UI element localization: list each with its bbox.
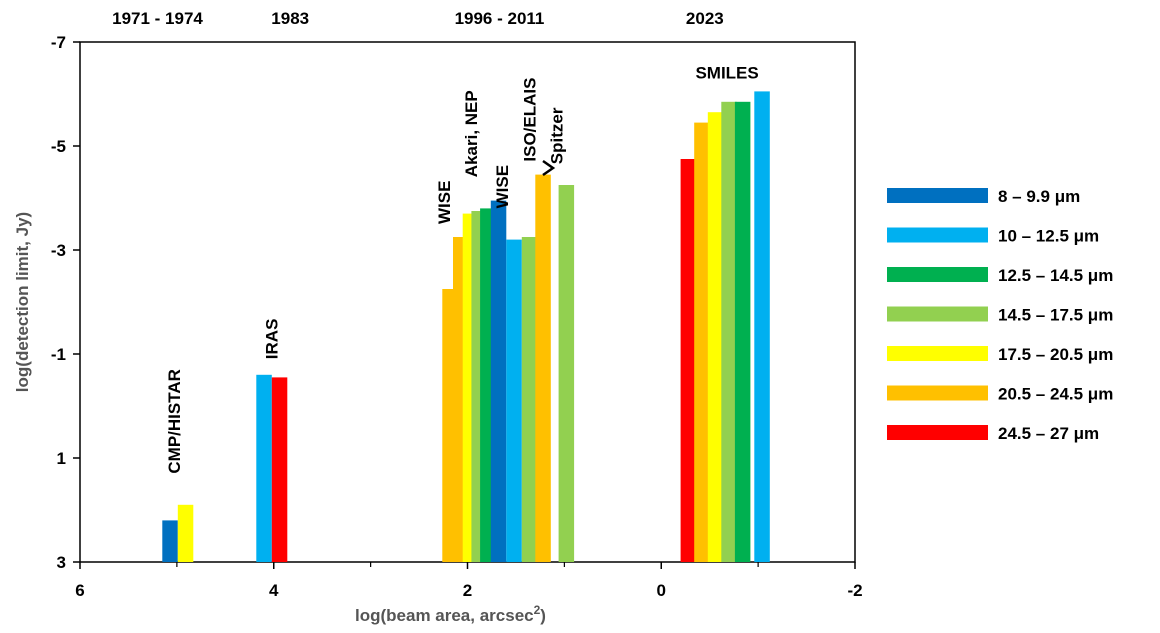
era-label: 1983 xyxy=(271,9,309,28)
legend-label: 24.5 – 27 μm xyxy=(998,424,1099,443)
x-axis-title-sup: 2 xyxy=(534,603,541,617)
spitzer-arrow xyxy=(542,159,556,177)
y-tick-label: -3 xyxy=(51,241,66,260)
bar xyxy=(707,112,724,562)
mission-label: WISE xyxy=(435,181,454,224)
group-labels: CMP/HISTAR IRAS WISE Akari, NEP WISE ISO/ELAI… xyxy=(165,63,759,473)
era-label: 2023 xyxy=(686,9,724,28)
legend-label: 8 – 9.9 μm xyxy=(998,187,1080,206)
bar xyxy=(521,237,538,562)
mission-label: IRAS xyxy=(263,319,282,360)
bar xyxy=(721,101,737,563)
mission-label: WISE xyxy=(493,165,512,208)
mission-label: Akari, NEP xyxy=(462,90,481,177)
x-axis: 6 4 2 0 -2 xyxy=(75,562,863,600)
x-tick-label: -2 xyxy=(847,581,862,600)
legend-swatch xyxy=(887,425,988,440)
mission-label: ISO/ELAIS xyxy=(520,78,539,162)
y-tick-label: -5 xyxy=(51,137,66,156)
bar xyxy=(256,374,272,562)
bar xyxy=(558,185,575,562)
era-label: 1971 - 1974 xyxy=(112,9,203,28)
x-axis-title-main: log(beam area, arcsec xyxy=(355,606,534,625)
x-tick-label: 6 xyxy=(75,581,84,600)
bar xyxy=(694,122,710,562)
x-tick-label: 4 xyxy=(269,581,279,600)
x-axis-title-end: ) xyxy=(540,606,546,625)
y-tick-label: -1 xyxy=(51,345,66,364)
legend-label: 10 – 12.5 μm xyxy=(998,227,1099,246)
legend-swatch xyxy=(887,346,988,361)
y-tick-label: -7 xyxy=(51,33,66,52)
bar xyxy=(271,377,288,562)
x-axis-title: log(beam area, arcsec2) xyxy=(355,603,546,625)
legend: 8 – 9.9 μm 10 – 12.5 μm 12.5 – 14.5 μm 14.5… xyxy=(887,187,1113,443)
bar xyxy=(177,504,194,562)
bar xyxy=(734,101,751,563)
legend-swatch xyxy=(887,385,988,401)
mission-label: CMP/HISTAR xyxy=(165,369,184,474)
legend-swatch xyxy=(887,227,988,243)
legend-swatch xyxy=(887,306,988,322)
bar xyxy=(535,174,551,562)
y-axis: 3 1 -1 -3 -5 -7 xyxy=(51,33,80,572)
legend-label: 20.5 – 24.5 μm xyxy=(998,385,1113,404)
legend-label: 17.5 – 20.5 μm xyxy=(998,345,1113,364)
y-axis-title: log(detection limit, Jy) xyxy=(13,212,32,392)
mission-label: Spitzer xyxy=(547,107,566,164)
x-tick-label: 0 xyxy=(657,581,666,600)
y-tick-label: 3 xyxy=(57,553,66,572)
bar xyxy=(490,200,507,562)
legend-swatch xyxy=(887,267,988,282)
bar xyxy=(680,159,697,562)
mission-label: SMILES xyxy=(695,63,758,82)
legend-label: 14.5 – 17.5 μm xyxy=(998,306,1113,325)
x-tick-label: 2 xyxy=(463,581,472,600)
legend-swatch xyxy=(887,188,988,203)
bar xyxy=(506,239,522,562)
bar xyxy=(754,91,770,563)
era-labels: 1971 - 1974 1983 1996 - 2011 2023 xyxy=(112,9,724,28)
era-label: 1996 - 2011 xyxy=(455,9,545,28)
y-tick-label: 1 xyxy=(57,449,66,468)
legend-label: 12.5 – 14.5 μm xyxy=(998,266,1113,285)
bars xyxy=(162,91,770,563)
bar xyxy=(162,520,178,562)
